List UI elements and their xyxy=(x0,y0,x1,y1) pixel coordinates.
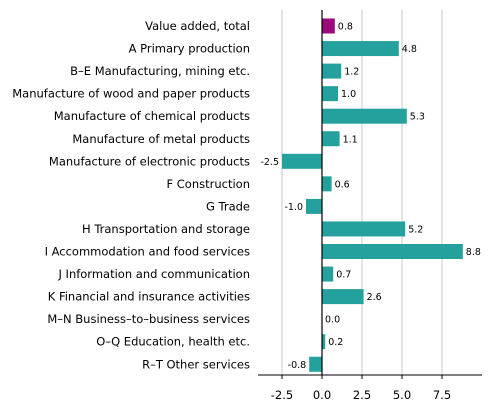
bar-11 xyxy=(322,266,334,282)
category-label-8: G Trade xyxy=(206,199,250,213)
bar-1 xyxy=(322,41,399,57)
x-tick-label-3: 5.0 xyxy=(393,388,411,402)
category-label-11: J Information and communication xyxy=(58,267,251,281)
category-label-15: R–T Other services xyxy=(142,357,250,371)
bar-14 xyxy=(322,334,326,350)
value-label-3: 1.0 xyxy=(341,89,356,100)
category-label-9: H Transportation and storage xyxy=(82,222,250,236)
category-label-2: B–E Manufacturing, mining etc. xyxy=(70,64,250,78)
category-label-14: O–Q Education, health etc. xyxy=(96,335,250,349)
value-label-9: 5.2 xyxy=(408,224,423,235)
category-label-3: Manufacture of wood and paper products xyxy=(12,87,250,101)
x-tick-label-4: 7.5 xyxy=(433,388,451,402)
category-label-13: M–N Business–to–business services xyxy=(47,312,250,326)
value-label-13: 0.0 xyxy=(325,315,340,326)
bar-9 xyxy=(322,221,406,237)
bar-8 xyxy=(306,198,322,214)
value-label-14: 0.2 xyxy=(328,337,343,348)
value-labels: 0.8 4.8 1.2 1.0 5.3 1.1 -2.5 0.6 -1.0 5.2 8.8 0.7 2.… xyxy=(260,22,480,371)
category-label-10: I Accommodation and food services xyxy=(45,245,250,259)
value-label-6: -2.5 xyxy=(260,157,279,168)
bar-5 xyxy=(322,131,340,147)
category-labels: Value added, total A Primary production B–… xyxy=(12,19,250,371)
bar-2 xyxy=(322,63,342,79)
category-label-6: Manufacture of electronic products xyxy=(49,154,250,168)
bars xyxy=(282,18,463,372)
bar-12 xyxy=(322,289,364,305)
value-label-4: 5.3 xyxy=(410,112,425,123)
value-label-12: 2.6 xyxy=(367,292,382,303)
bar-4 xyxy=(322,108,407,124)
value-label-15: -0.8 xyxy=(288,360,307,371)
gridlines xyxy=(281,10,443,375)
x-tick-label-1: 0.0 xyxy=(313,388,331,402)
category-label-0: Value added, total xyxy=(145,19,250,33)
category-label-7: F Construction xyxy=(167,177,251,191)
value-label-2: 1.2 xyxy=(344,67,359,78)
bar-7 xyxy=(322,176,332,192)
value-label-8: -1.0 xyxy=(284,202,303,213)
value-label-11: 0.7 xyxy=(336,270,351,281)
value-label-10: 8.8 xyxy=(466,247,481,258)
category-label-4: Manufacture of chemical products xyxy=(54,109,250,123)
value-label-1: 4.8 xyxy=(402,44,417,55)
bar-6 xyxy=(282,153,322,169)
category-label-1: A Primary production xyxy=(129,42,250,56)
value-label-5: 1.1 xyxy=(343,134,358,145)
value-label-0: 0.8 xyxy=(338,22,353,33)
x-tick-label-0: -2.5 xyxy=(271,388,293,402)
category-label-12: K Financial and insurance activities xyxy=(48,290,250,304)
bar-0 xyxy=(322,18,335,34)
category-label-5: Manufacture of metal products xyxy=(72,132,250,146)
bar-3 xyxy=(322,86,338,102)
x-axis: -2.5 0.0 2.5 5.0 7.5 xyxy=(258,10,482,402)
value-label-7: 0.6 xyxy=(335,179,350,190)
bar-15 xyxy=(309,356,322,372)
bar-10 xyxy=(322,244,463,259)
x-tick-label-2: 2.5 xyxy=(353,388,371,402)
